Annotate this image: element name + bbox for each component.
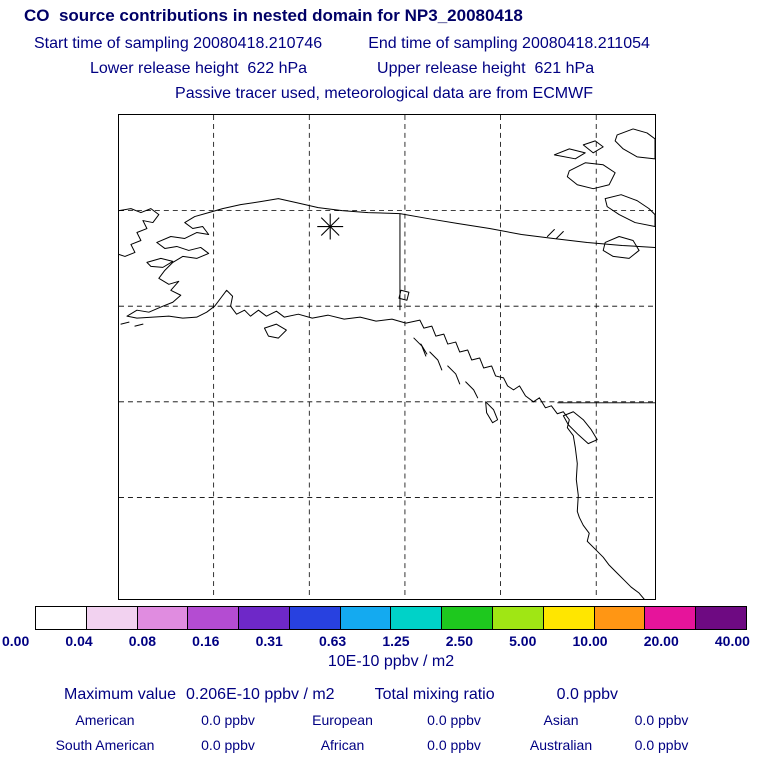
colorbar-cell [390, 607, 442, 629]
map-frame [118, 114, 656, 600]
sampling-times-line: Start time of sampling 20080418.210746 E… [34, 35, 650, 53]
release-location-marker [317, 213, 344, 240]
tracer-note-line: Passive tracer used, meteorological data… [0, 85, 768, 103]
region-value: 0.0 ppbv [201, 737, 255, 753]
colorbar-tick-label: 0.31 [255, 633, 283, 649]
colorbar-tick-label: 40.00 [714, 633, 750, 649]
start-time-text: Start time of sampling 20080418.210746 [34, 35, 323, 52]
colorbar-tick-label: 5.00 [509, 633, 537, 649]
maximum-value-label: Maximum value [64, 686, 177, 703]
upper-release-text: Upper release height 621 hPa [377, 60, 595, 77]
colorbar-tick-label: 10.00 [572, 633, 608, 649]
page-title: CO source contributions in nested domain… [24, 6, 523, 25]
colorbar-cell [695, 607, 746, 629]
colorbar-tick-label: 0.63 [318, 633, 347, 649]
colorbar-cell [187, 607, 239, 629]
maximum-value: 0.206E-10 ppbv / m2 [186, 686, 335, 703]
release-heights-line: Lower release height 622 hPa Upper relea… [90, 60, 594, 78]
total-mixing-ratio-label: Total mixing ratio [374, 686, 495, 703]
colorbar-units: 10E-10 ppbv / m2 [327, 653, 455, 670]
region-value: 0.0 ppbv [201, 712, 255, 728]
end-time-text: End time of sampling 20080418.211054 [368, 35, 650, 52]
summary-stats-line: Maximum value 0.206E-10 ppbv / m2 Total … [0, 686, 768, 704]
colorbar-tick-label: 0.00 [2, 633, 30, 649]
colorbar-cell [492, 607, 543, 629]
political-borders [399, 213, 655, 404]
region-label: European [312, 712, 373, 728]
colorbar-tick-label: 2.50 [445, 633, 473, 649]
colorbar-cell [441, 607, 493, 629]
colorbar-cell [288, 607, 340, 629]
colorbar-cell [238, 607, 289, 629]
colorbar-cell [542, 607, 594, 629]
map-svg [119, 115, 655, 599]
region-value: 0.0 ppbv [634, 737, 689, 753]
region-label: African [320, 737, 365, 753]
lower-release-text: Lower release height 622 hPa [90, 60, 308, 77]
colorbar-tick-label: 0.08 [128, 633, 157, 649]
colorbar [35, 606, 747, 630]
colorbar-tick-labels: 0.00 0.04 0.08 0.16 0.31 0.63 1.25 2.50 5.00 10.0… [2, 633, 750, 649]
colorbar-cell [644, 607, 696, 629]
region-label: Australian [529, 737, 593, 753]
colorbar-tick-label: 1.25 [382, 633, 410, 649]
tracer-note-text: Passive tracer used, meteorological data… [175, 85, 593, 102]
colorbar-cell [136, 607, 188, 629]
coastlines [119, 128, 655, 599]
regions-grid: American 0.0 ppbv European 0.0 ppbv Asian 0.0… [40, 712, 710, 753]
colorbar-tick-label: 0.04 [65, 633, 93, 649]
region-label: South American [55, 737, 155, 753]
colorbar-tick-label: 20.00 [643, 633, 679, 649]
colorbar-cell [593, 607, 645, 629]
region-label: Asian [543, 712, 579, 728]
colorbar-cell [339, 607, 391, 629]
region-value: 0.0 ppbv [427, 712, 481, 728]
region-value: 0.0 ppbv [634, 712, 689, 728]
colorbar-cell [36, 607, 86, 629]
colorbar-cell [85, 607, 137, 629]
total-mixing-ratio-value: 0.0 ppbv [556, 686, 619, 703]
graticule-gridlines [119, 115, 655, 599]
colorbar-tick-label: 0.16 [192, 633, 220, 649]
region-label: American [75, 712, 135, 728]
region-value: 0.0 ppbv [427, 737, 481, 753]
